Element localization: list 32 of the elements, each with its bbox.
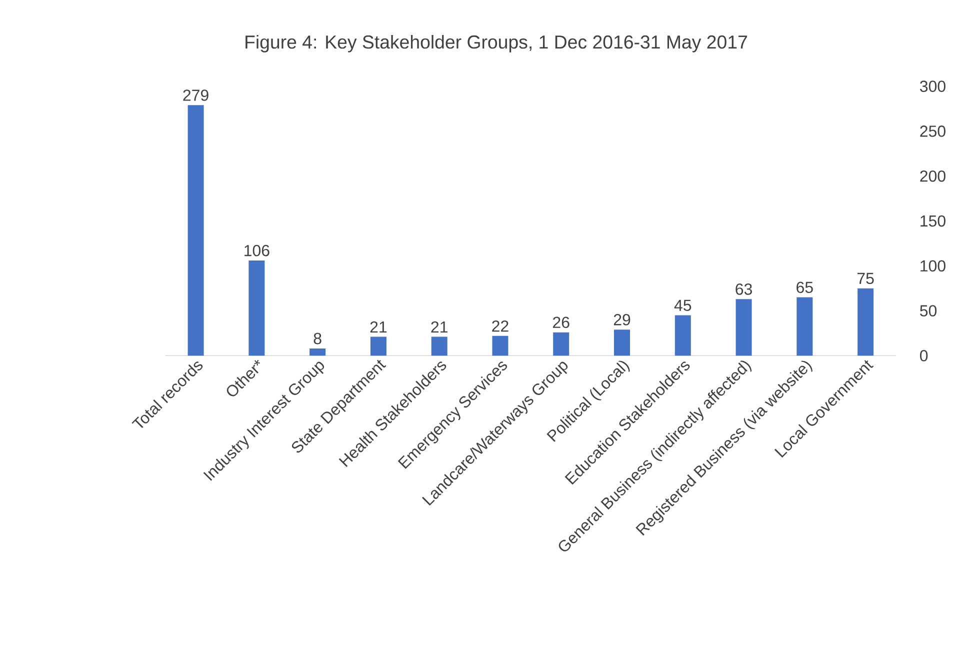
bar bbox=[492, 336, 508, 356]
data-label: 63 bbox=[736, 284, 752, 295]
bar bbox=[674, 315, 691, 356]
data-label: 21 bbox=[431, 321, 448, 333]
y-tick-label: 0 bbox=[920, 350, 928, 362]
y-tick-label: 300 bbox=[920, 80, 946, 92]
data-label: 26 bbox=[553, 316, 570, 328]
bar bbox=[248, 260, 265, 356]
y-tick-label: 150 bbox=[920, 215, 946, 227]
y-tick-label: 200 bbox=[920, 170, 946, 182]
y-tick-label: 250 bbox=[920, 126, 946, 137]
bar bbox=[858, 288, 874, 356]
bar bbox=[553, 332, 570, 356]
data-label: 106 bbox=[244, 244, 270, 256]
data-label: 45 bbox=[674, 300, 692, 311]
data-label: 65 bbox=[796, 282, 813, 294]
bar bbox=[188, 105, 204, 356]
bar bbox=[796, 297, 813, 356]
data-label: 29 bbox=[614, 314, 630, 326]
y-tick-label: 50 bbox=[920, 305, 937, 316]
data-label: 8 bbox=[314, 332, 322, 344]
bar bbox=[736, 299, 752, 356]
data-label: 21 bbox=[370, 321, 387, 333]
bar bbox=[370, 336, 386, 356]
bar bbox=[310, 348, 326, 356]
data-label: 22 bbox=[492, 320, 508, 332]
y-tick-label: 100 bbox=[920, 260, 946, 272]
bar bbox=[431, 336, 448, 356]
data-label: 75 bbox=[857, 272, 874, 284]
bar bbox=[614, 330, 630, 356]
chart-title: Figure 4: Key Stakeholder Groups, 1 Dec 2016-31 May 2017 bbox=[246, 34, 747, 52]
data-label: 279 bbox=[183, 90, 208, 101]
